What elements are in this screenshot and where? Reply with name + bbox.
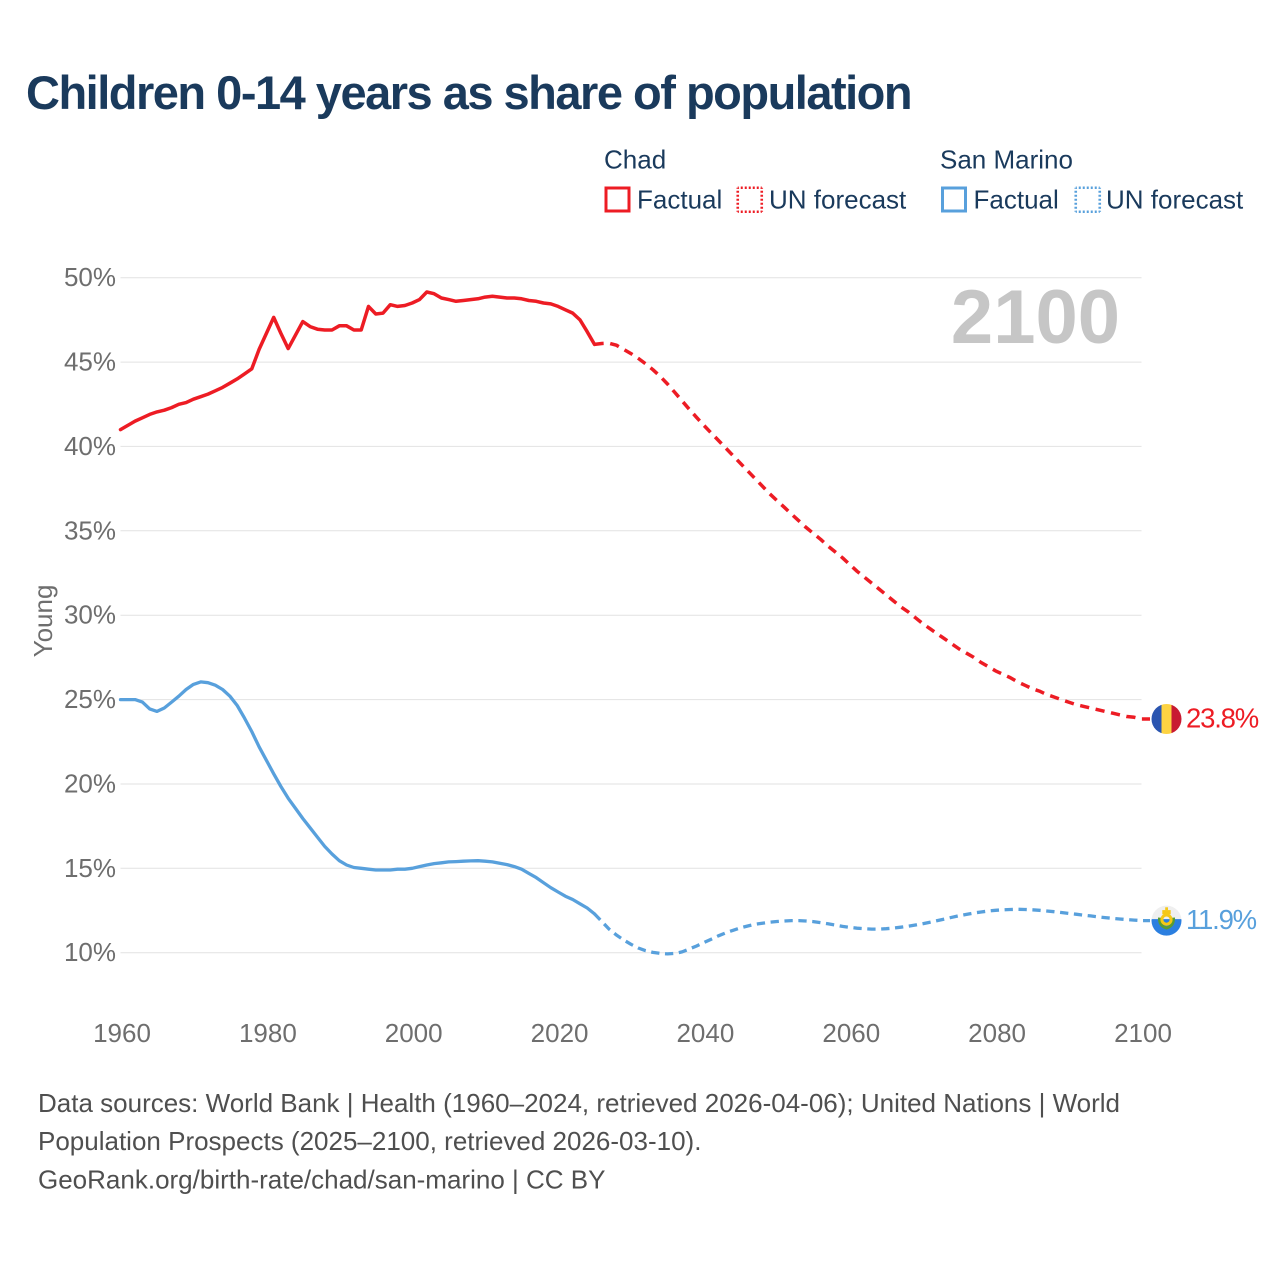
svg-text:20%: 20% (64, 769, 116, 799)
svg-text:Chad: Chad (604, 145, 666, 175)
svg-text:2000: 2000 (385, 1018, 443, 1048)
svg-text:1980: 1980 (239, 1018, 297, 1048)
svg-text:Factual: Factual (974, 185, 1059, 215)
svg-text:11.9%: 11.9% (1186, 904, 1257, 935)
svg-text:2100: 2100 (951, 275, 1120, 360)
svg-text:25%: 25% (64, 684, 116, 714)
svg-text:45%: 45% (64, 347, 116, 377)
svg-text:Children 0-14 years as share o: Children 0-14 years as share of populati… (26, 66, 911, 119)
svg-text:San Marino: San Marino (940, 145, 1073, 175)
svg-text:1960: 1960 (93, 1018, 151, 1048)
svg-text:2040: 2040 (676, 1018, 734, 1048)
svg-text:15%: 15% (64, 853, 116, 883)
svg-text:10%: 10% (64, 937, 116, 967)
svg-text:UN forecast: UN forecast (769, 185, 907, 215)
svg-text:30%: 30% (64, 600, 116, 630)
svg-text:GeoRank.org/birth-rate/chad/sa: GeoRank.org/birth-rate/chad/san-marino |… (38, 1164, 605, 1194)
svg-text:2100: 2100 (1114, 1018, 1172, 1048)
svg-text:50%: 50% (64, 262, 116, 292)
svg-text:Data sources: World Bank | Hea: Data sources: World Bank | Health (1960–… (38, 1088, 1120, 1118)
svg-text:Factual: Factual (637, 185, 722, 215)
svg-text:2060: 2060 (822, 1018, 880, 1048)
svg-text:Young: Young (28, 585, 58, 658)
svg-text:2020: 2020 (531, 1018, 589, 1048)
svg-text:2080: 2080 (968, 1018, 1026, 1048)
svg-text:UN forecast: UN forecast (1106, 185, 1244, 215)
svg-text:35%: 35% (64, 515, 116, 545)
svg-text:Population Prospects (2025–210: Population Prospects (2025–2100, retriev… (38, 1126, 701, 1156)
svg-text:40%: 40% (64, 431, 116, 461)
svg-text:23.8%: 23.8% (1186, 702, 1259, 733)
